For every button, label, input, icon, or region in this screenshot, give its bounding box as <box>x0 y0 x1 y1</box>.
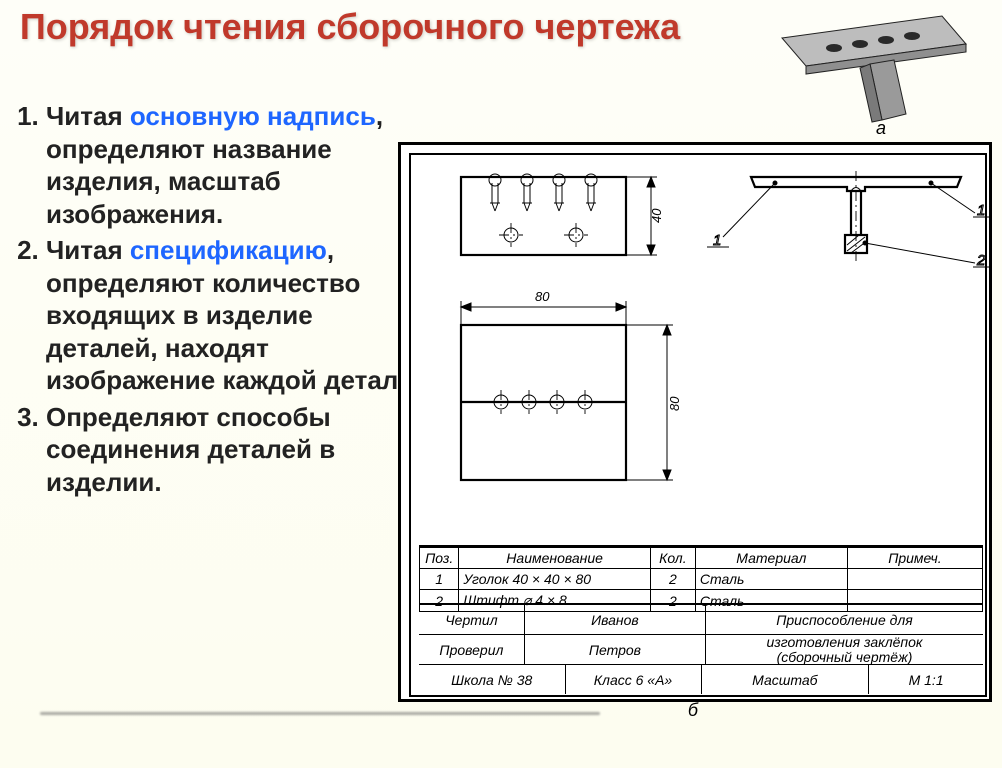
drawing-frame: 40 <box>398 142 992 702</box>
specification-table: Поз. Наименование Кол. Материал Примеч. … <box>419 545 983 612</box>
spec-header-note: Примеч. <box>847 548 982 569</box>
spec-header-pos: Поз. <box>420 548 459 569</box>
tb-desc-1: Приспособление для <box>706 605 983 634</box>
drawing-inner-frame: 40 <box>409 153 987 697</box>
reading-steps-list: Читая основную надпись, определяют назва… <box>10 100 426 502</box>
spec-header-qty: Кол. <box>650 548 695 569</box>
spec-row: 1 Уголок 40 × 40 × 80 2 Сталь <box>420 569 983 590</box>
tb-scale-value: М 1:1 <box>869 665 983 694</box>
drawing-views: 40 <box>421 165 995 535</box>
tb-check-label: Проверил <box>419 635 525 664</box>
keyword-main-inscription: основную надпись <box>130 101 376 131</box>
spec-header-material: Материал <box>695 548 847 569</box>
step-3: Определяют способы соединения деталей в … <box>46 401 426 499</box>
tb-desc-2: изготовления заклёпок (сборочный чертёж) <box>706 635 983 664</box>
svg-text:80: 80 <box>667 396 682 411</box>
svg-text:80: 80 <box>535 289 550 304</box>
figure-label-a: а <box>876 118 886 139</box>
tb-scale-label: Масштаб <box>702 665 870 694</box>
title-block: Чертил Иванов Приспособление для Провери… <box>419 603 983 693</box>
step-2: Читая спецификацию, определяют количеств… <box>46 234 426 397</box>
spec-header-name: Наименование <box>459 548 650 569</box>
tb-school: Школа № 38 <box>419 665 566 694</box>
svg-text:1: 1 <box>977 202 985 219</box>
step-1: Читая основную надпись, определяют назва… <box>46 100 426 230</box>
svg-text:1: 1 <box>713 232 721 249</box>
text-shadow-rule <box>40 712 600 715</box>
slide-title: Порядок чтения сборочного чертежа <box>10 6 690 47</box>
svg-text:40: 40 <box>649 208 664 223</box>
tb-class: Класс 6 «А» <box>566 665 702 694</box>
tb-drew-name: Иванов <box>525 605 706 634</box>
isometric-part-illustration <box>722 4 972 129</box>
keyword-specification: спецификацию <box>130 235 327 265</box>
figure-label-b: б <box>688 700 698 721</box>
svg-text:2: 2 <box>976 252 986 269</box>
tb-drew-label: Чертил <box>419 605 525 634</box>
tb-check-name: Петров <box>525 635 706 664</box>
